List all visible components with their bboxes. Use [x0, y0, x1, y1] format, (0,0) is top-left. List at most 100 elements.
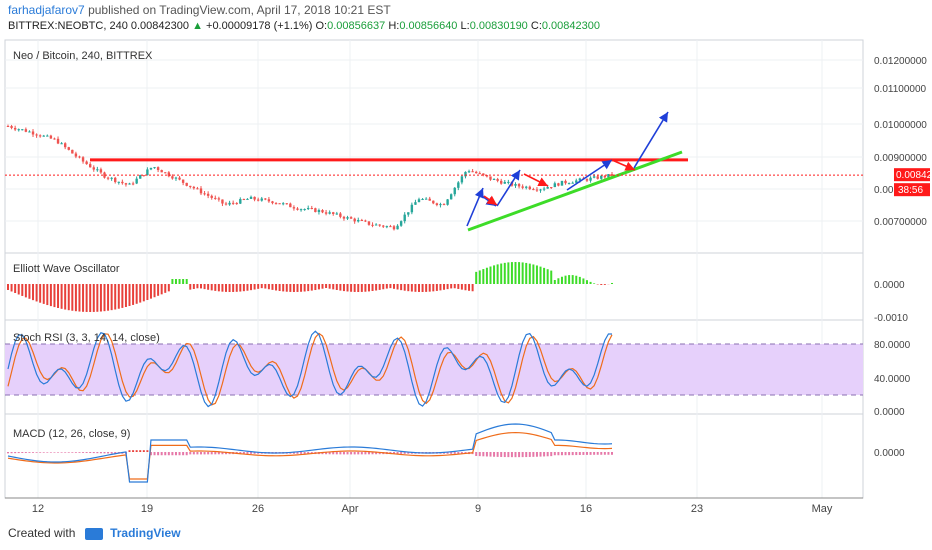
candle-body: [214, 197, 217, 199]
candle-body: [585, 179, 589, 181]
candle-body: [249, 196, 253, 199]
candle-body: [128, 183, 131, 185]
projection-arrow: [633, 111, 669, 169]
candle-body: [335, 213, 339, 215]
candle-body: [353, 218, 356, 222]
ewo-axis-tick: 0.0000: [874, 280, 905, 291]
candle-body: [49, 135, 53, 139]
stoch-d-line: [7, 332, 613, 406]
stoch-overbought-oversold-band: [5, 344, 863, 395]
candle-body: [471, 171, 474, 173]
candle-body: [239, 199, 242, 204]
candle-body: [539, 189, 542, 191]
high-label: H:: [388, 20, 400, 32]
candle-body: [178, 177, 181, 180]
stoch-axis-tick: 80.0000: [874, 340, 911, 351]
macd-pane-title: MACD (12, 26, close, 9): [13, 428, 130, 440]
candle-body: [550, 187, 553, 189]
candle-body: [174, 177, 178, 179]
x-axis-tick-label: 12: [32, 503, 44, 515]
candle-body: [224, 203, 228, 205]
last-price: 0.00842300: [130, 20, 189, 32]
candle-body: [314, 208, 317, 213]
candle-body: [71, 149, 74, 154]
candle-body: [35, 134, 38, 136]
candle-body: [221, 199, 224, 204]
author-link[interactable]: farhadjafarov7: [8, 3, 85, 17]
candle-body: [385, 226, 389, 228]
publish-info: farhadjafarov7 published on TradingView.…: [8, 3, 391, 17]
candle-body: [114, 177, 117, 183]
price-axis-tick: 0.008: [874, 185, 899, 196]
countdown-tag: [894, 183, 930, 197]
candle-body: [374, 224, 378, 226]
candle-body: [557, 183, 560, 186]
high-value: 0.00856640: [399, 20, 458, 32]
countdown-label: 38:56: [898, 185, 923, 196]
candle-body: [439, 204, 442, 206]
macd-pane[interactable]: [7, 423, 613, 483]
candle-body: [464, 171, 467, 177]
ewo-axis-tick: -0.0010: [874, 313, 908, 324]
candle-body: [500, 180, 503, 184]
candle-body: [324, 212, 328, 214]
low-label: L:: [460, 20, 470, 32]
candle-body: [192, 186, 196, 189]
candle-body: [332, 212, 335, 214]
ewo-pane[interactable]: [7, 262, 613, 312]
price-change: +0.00009178 (+1.1%): [206, 20, 313, 32]
ewo-pane-title: Elliott Wave Oscillator: [13, 263, 120, 275]
candle-body: [307, 207, 310, 210]
candle-body: [199, 188, 203, 194]
stoch-pane[interactable]: [5, 330, 863, 408]
price-axis-tick: 0.01200000: [874, 56, 927, 67]
candle-body: [428, 198, 431, 201]
candle-body: [78, 156, 81, 158]
candle-body: [210, 195, 213, 198]
last-price-tag: [894, 168, 930, 182]
candle-body: [160, 170, 163, 173]
candle-body: [535, 189, 539, 191]
tradingview-brand[interactable]: TradingView: [110, 526, 181, 540]
candle-body: [296, 208, 299, 210]
stoch-k-line: [7, 330, 613, 408]
candle-body: [596, 176, 599, 179]
price-axis-tick: 0.01000000: [874, 120, 927, 131]
candle-body: [181, 179, 185, 183]
candle-body: [6, 126, 10, 128]
candle-body: [267, 199, 271, 202]
support-trendline[interactable]: [467, 150, 683, 232]
candle-body: [56, 138, 60, 144]
candle-body: [467, 171, 471, 173]
candle-body: [367, 221, 371, 225]
correction-arrow: [611, 159, 636, 171]
candle-body: [453, 187, 456, 195]
candle-body: [460, 176, 464, 183]
candle-body: [217, 198, 221, 200]
candle-body: [103, 172, 106, 178]
candle-body: [124, 183, 128, 185]
candle-body: [10, 126, 13, 128]
publish-text: published on TradingView.com, April 17, …: [88, 3, 391, 17]
candle-body: [60, 143, 63, 145]
candle-body: [603, 175, 607, 178]
candle-body: [317, 210, 321, 213]
candle-body: [17, 129, 20, 131]
candle-body: [435, 203, 439, 206]
candle-body: [231, 202, 235, 204]
candle-body: [321, 210, 324, 213]
candle-body: [371, 224, 374, 226]
macd-line: [7, 423, 613, 483]
close-value: 0.00842300: [541, 20, 600, 32]
candle-body: [63, 143, 67, 148]
candle-body: [389, 226, 392, 228]
main-pane[interactable]: [5, 111, 863, 232]
candle-body: [67, 147, 70, 150]
candle-body: [92, 167, 95, 170]
price-axis-tick: 0.01100000: [874, 84, 927, 95]
candle-body: [139, 175, 142, 179]
open-label: O:: [315, 20, 328, 32]
candle-body: [28, 131, 31, 133]
candle-body: [303, 209, 306, 211]
